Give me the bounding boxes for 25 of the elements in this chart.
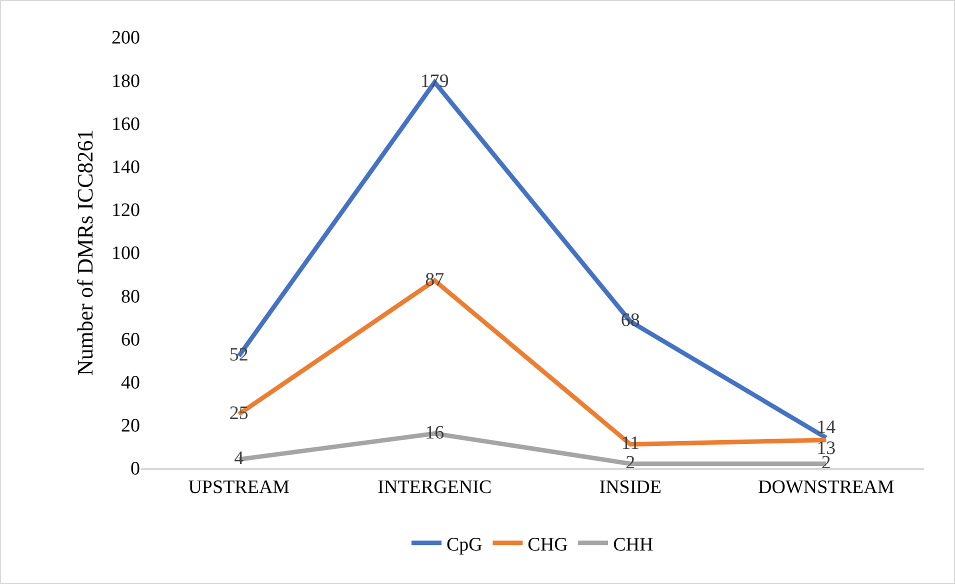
y-tick-label: 80 [121,286,140,308]
y-tick-label: 160 [112,114,140,135]
y-tick-label: 200 [112,28,140,49]
y-axis-title: Number of DMRs ICC8261 [72,129,98,376]
data-label: 16 [425,422,444,444]
data-label: 25 [229,402,248,424]
y-tick-label: 180 [112,70,140,92]
y-tick-label: 0 [130,458,140,480]
data-label: 52 [229,344,248,366]
x-tick-label: UPSTREAM [188,476,290,498]
data-label: 179 [420,71,449,92]
x-tick-label: INTERGENIC [378,476,492,498]
x-tick-label: INSIDE [599,476,662,498]
legend-label: CpG [446,534,483,556]
legend-label: CHH [613,534,654,556]
y-tick-label: 140 [112,156,140,178]
legend-label: CHG [528,534,568,556]
y-tick-label: 20 [121,416,140,437]
data-label: 4 [234,448,244,470]
data-label: 14 [816,417,836,438]
y-tick-label: 120 [112,200,140,222]
y-tick-label: 100 [112,243,140,264]
y-tick-label: 40 [121,372,140,394]
x-tick-label: DOWNSTREAM [758,476,894,498]
y-tick-label: 60 [121,329,140,350]
